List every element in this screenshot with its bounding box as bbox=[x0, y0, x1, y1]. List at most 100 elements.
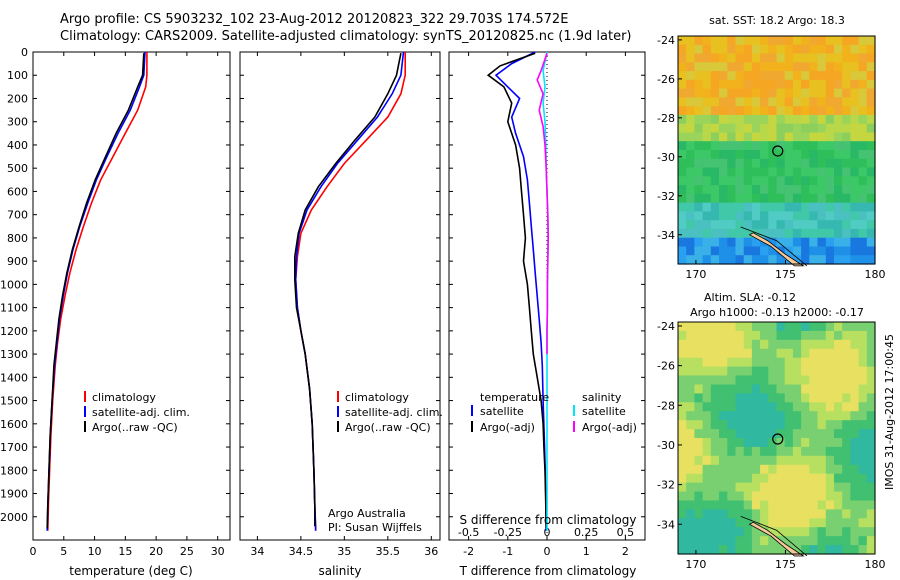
map-cell bbox=[760, 366, 769, 377]
map-cell bbox=[866, 411, 876, 421]
map-cell bbox=[751, 255, 761, 265]
map-cell bbox=[801, 62, 810, 72]
map-cell bbox=[743, 366, 753, 377]
map-cell bbox=[719, 393, 728, 403]
map-cell bbox=[768, 36, 778, 46]
map-cell bbox=[751, 446, 761, 457]
map-cell bbox=[719, 509, 728, 519]
map-cell bbox=[801, 429, 810, 439]
map-cell bbox=[842, 393, 851, 403]
map-cell bbox=[858, 228, 868, 239]
sla-map-title-1: Altim. SLA: -0.12 bbox=[704, 291, 796, 304]
map-cell bbox=[792, 455, 802, 466]
map-cell bbox=[719, 536, 728, 546]
map-cell bbox=[850, 88, 860, 98]
map-cell bbox=[710, 114, 720, 125]
map-cell bbox=[866, 114, 876, 125]
map-cell bbox=[834, 509, 843, 519]
map-cell bbox=[850, 53, 860, 63]
map-cell bbox=[719, 246, 728, 256]
map-cell bbox=[866, 211, 876, 221]
map-cell bbox=[768, 79, 778, 90]
map-cell bbox=[719, 330, 728, 341]
map-cell bbox=[784, 330, 794, 341]
map-cell bbox=[702, 237, 712, 248]
map-cell bbox=[678, 375, 687, 385]
map-cell bbox=[710, 491, 720, 501]
map-cell bbox=[834, 228, 843, 239]
map-cell bbox=[694, 132, 704, 142]
map-cell bbox=[817, 193, 827, 204]
map-cell bbox=[850, 402, 860, 412]
map-cell bbox=[817, 202, 827, 212]
map-cell bbox=[743, 339, 753, 350]
xtick-label: 1 bbox=[583, 545, 590, 558]
map-cell bbox=[866, 402, 876, 412]
map-cell bbox=[842, 357, 851, 368]
map-cell bbox=[858, 438, 868, 448]
map-cell bbox=[850, 193, 860, 204]
map-cell bbox=[792, 106, 802, 116]
map-cell bbox=[850, 384, 860, 394]
map-cell bbox=[784, 473, 794, 484]
map-cell bbox=[694, 211, 704, 221]
map-cell bbox=[686, 411, 695, 421]
map-cell bbox=[743, 202, 753, 212]
map-frame bbox=[677, 321, 876, 555]
map-cell bbox=[678, 420, 687, 430]
map-cell bbox=[792, 132, 802, 142]
map-cell bbox=[776, 473, 786, 484]
map-cell bbox=[678, 193, 687, 204]
map-cell bbox=[760, 446, 769, 457]
ytick-label: 500 bbox=[7, 162, 28, 175]
map-cell bbox=[735, 150, 745, 160]
map-cell bbox=[866, 44, 876, 55]
map-cell bbox=[858, 237, 868, 248]
map-cell bbox=[710, 420, 720, 430]
map-cell bbox=[702, 62, 712, 72]
map-cell bbox=[842, 97, 851, 107]
map-cell bbox=[760, 53, 769, 63]
map-cell bbox=[694, 71, 704, 81]
map-cell bbox=[801, 237, 810, 248]
map-cell bbox=[809, 228, 819, 239]
map-cell bbox=[801, 473, 810, 484]
map-cell bbox=[792, 71, 802, 81]
map-cell bbox=[776, 79, 786, 90]
map-cell bbox=[743, 446, 753, 457]
map-cell bbox=[686, 141, 695, 151]
map-cell bbox=[686, 438, 695, 448]
map-cell bbox=[792, 446, 802, 457]
map-cell bbox=[710, 132, 720, 142]
map-cell bbox=[834, 150, 843, 160]
map-cell bbox=[735, 185, 745, 195]
map-cell bbox=[727, 536, 737, 546]
map-cell bbox=[768, 141, 778, 151]
map-cell bbox=[702, 482, 712, 493]
map-cell bbox=[735, 228, 745, 239]
ytick-label: 2000 bbox=[0, 511, 28, 524]
map-cell bbox=[825, 348, 835, 359]
map-cell bbox=[842, 158, 851, 169]
map-cell bbox=[678, 141, 687, 151]
map-cell bbox=[784, 366, 794, 377]
map-cell bbox=[842, 482, 851, 493]
series-line-climatology bbox=[294, 52, 406, 531]
map-cell bbox=[866, 482, 876, 493]
map-cell bbox=[784, 44, 794, 55]
map-cell bbox=[694, 357, 704, 368]
map-cell bbox=[858, 185, 868, 195]
map-cell bbox=[694, 185, 704, 195]
map-cell bbox=[825, 53, 835, 63]
map-cell bbox=[817, 438, 827, 448]
map-cell bbox=[694, 455, 704, 466]
map-cell bbox=[792, 167, 802, 177]
map-cell bbox=[825, 322, 835, 332]
map-cell bbox=[834, 518, 843, 528]
map-cell bbox=[858, 167, 868, 177]
map-frame bbox=[677, 35, 876, 265]
map-cell bbox=[866, 500, 876, 510]
map-cell bbox=[858, 220, 868, 230]
map-cell bbox=[719, 79, 728, 90]
map-cell bbox=[866, 158, 876, 169]
